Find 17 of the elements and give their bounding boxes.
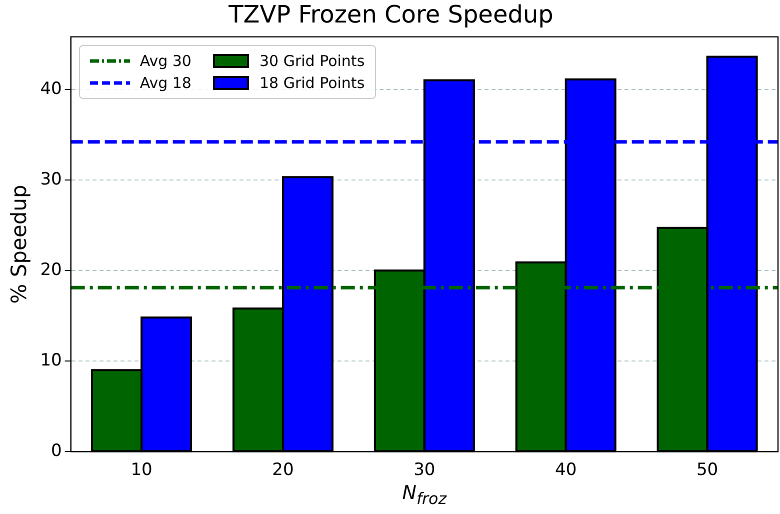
x-tick-label: 20: [272, 460, 294, 480]
x-tick-label: 40: [555, 460, 577, 480]
y-tick-label: 0: [51, 441, 62, 462]
y-axis-title: % Speedup: [7, 184, 32, 304]
legend-label: 18 Grid Points: [259, 74, 365, 92]
y-tick-label: 20: [40, 260, 62, 280]
x-tick-label: 30: [414, 460, 436, 480]
y-tick-label: 10: [40, 350, 62, 370]
y-tick-label: 30: [40, 169, 62, 190]
legend-label: 30 Grid Points: [259, 52, 365, 70]
x-tick-label: 10: [130, 460, 152, 480]
y-tick-label: 40: [40, 78, 62, 99]
legend-label: Avg 18: [140, 74, 192, 92]
chart-title: TZVP Frozen Core Speedup: [228, 0, 554, 29]
x-tick-label: 50: [696, 460, 718, 480]
legend-label: Avg 30: [140, 52, 192, 70]
x-axis-title: N$_{froz}$: [402, 482, 447, 508]
